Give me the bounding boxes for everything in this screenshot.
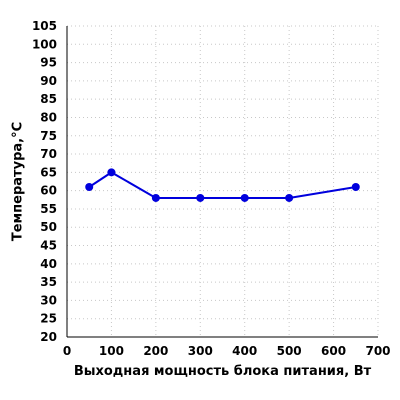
y-tick-label: 50 (40, 220, 57, 234)
y-tick-label: 80 (40, 110, 57, 124)
y-tick-label: 95 (40, 56, 57, 70)
y-tick-label: 100 (32, 37, 57, 51)
x-tick-label: 300 (188, 344, 213, 358)
y-tick-label: 20 (40, 330, 57, 344)
data-point (196, 193, 205, 202)
y-tick-label: 85 (40, 92, 57, 106)
y-tick-label: 55 (40, 202, 57, 216)
y-tick-label: 105 (32, 19, 57, 33)
data-point (151, 193, 160, 202)
y-tick-label: 75 (40, 129, 57, 143)
data-point (85, 182, 94, 191)
series (85, 168, 360, 202)
x-tick-label: 400 (232, 344, 257, 358)
series-line (88, 171, 356, 199)
data-point (240, 193, 249, 202)
x-tick-label: 100 (99, 344, 124, 358)
y-axis-title: Температура,°С (11, 122, 26, 241)
y-tick-label: 25 (40, 312, 57, 326)
data-point (351, 182, 360, 191)
y-tick-label: 40 (40, 257, 57, 271)
data-point (107, 168, 116, 177)
y-tick-label: 45 (40, 239, 57, 253)
y-tick-label: 70 (40, 147, 57, 161)
grid (67, 25, 379, 337)
data-point (285, 193, 294, 202)
y-tick-label: 65 (40, 165, 57, 179)
x-tick-label: 500 (277, 344, 302, 358)
x-tick-label: 200 (143, 344, 168, 358)
axes (66, 26, 378, 338)
x-tick-label: 0 (63, 344, 71, 358)
y-tick-label: 60 (40, 184, 57, 198)
x-tick-label: 600 (321, 344, 346, 358)
y-tick-label: 30 (40, 293, 57, 307)
y-tick-label: 35 (40, 275, 57, 289)
x-axis-title: Выходная мощность блока питания, Вт (74, 364, 372, 379)
y-tick-label: 90 (40, 74, 57, 88)
x-tick-label: 700 (365, 344, 390, 358)
y-tick-labels: 20 25 30 35 40 45 50 55 60 65 70 75 80 85 90 95 100 105 (32, 19, 57, 344)
x-tick-labels: 0 100 200 300 400 500 600 700 (63, 344, 391, 358)
